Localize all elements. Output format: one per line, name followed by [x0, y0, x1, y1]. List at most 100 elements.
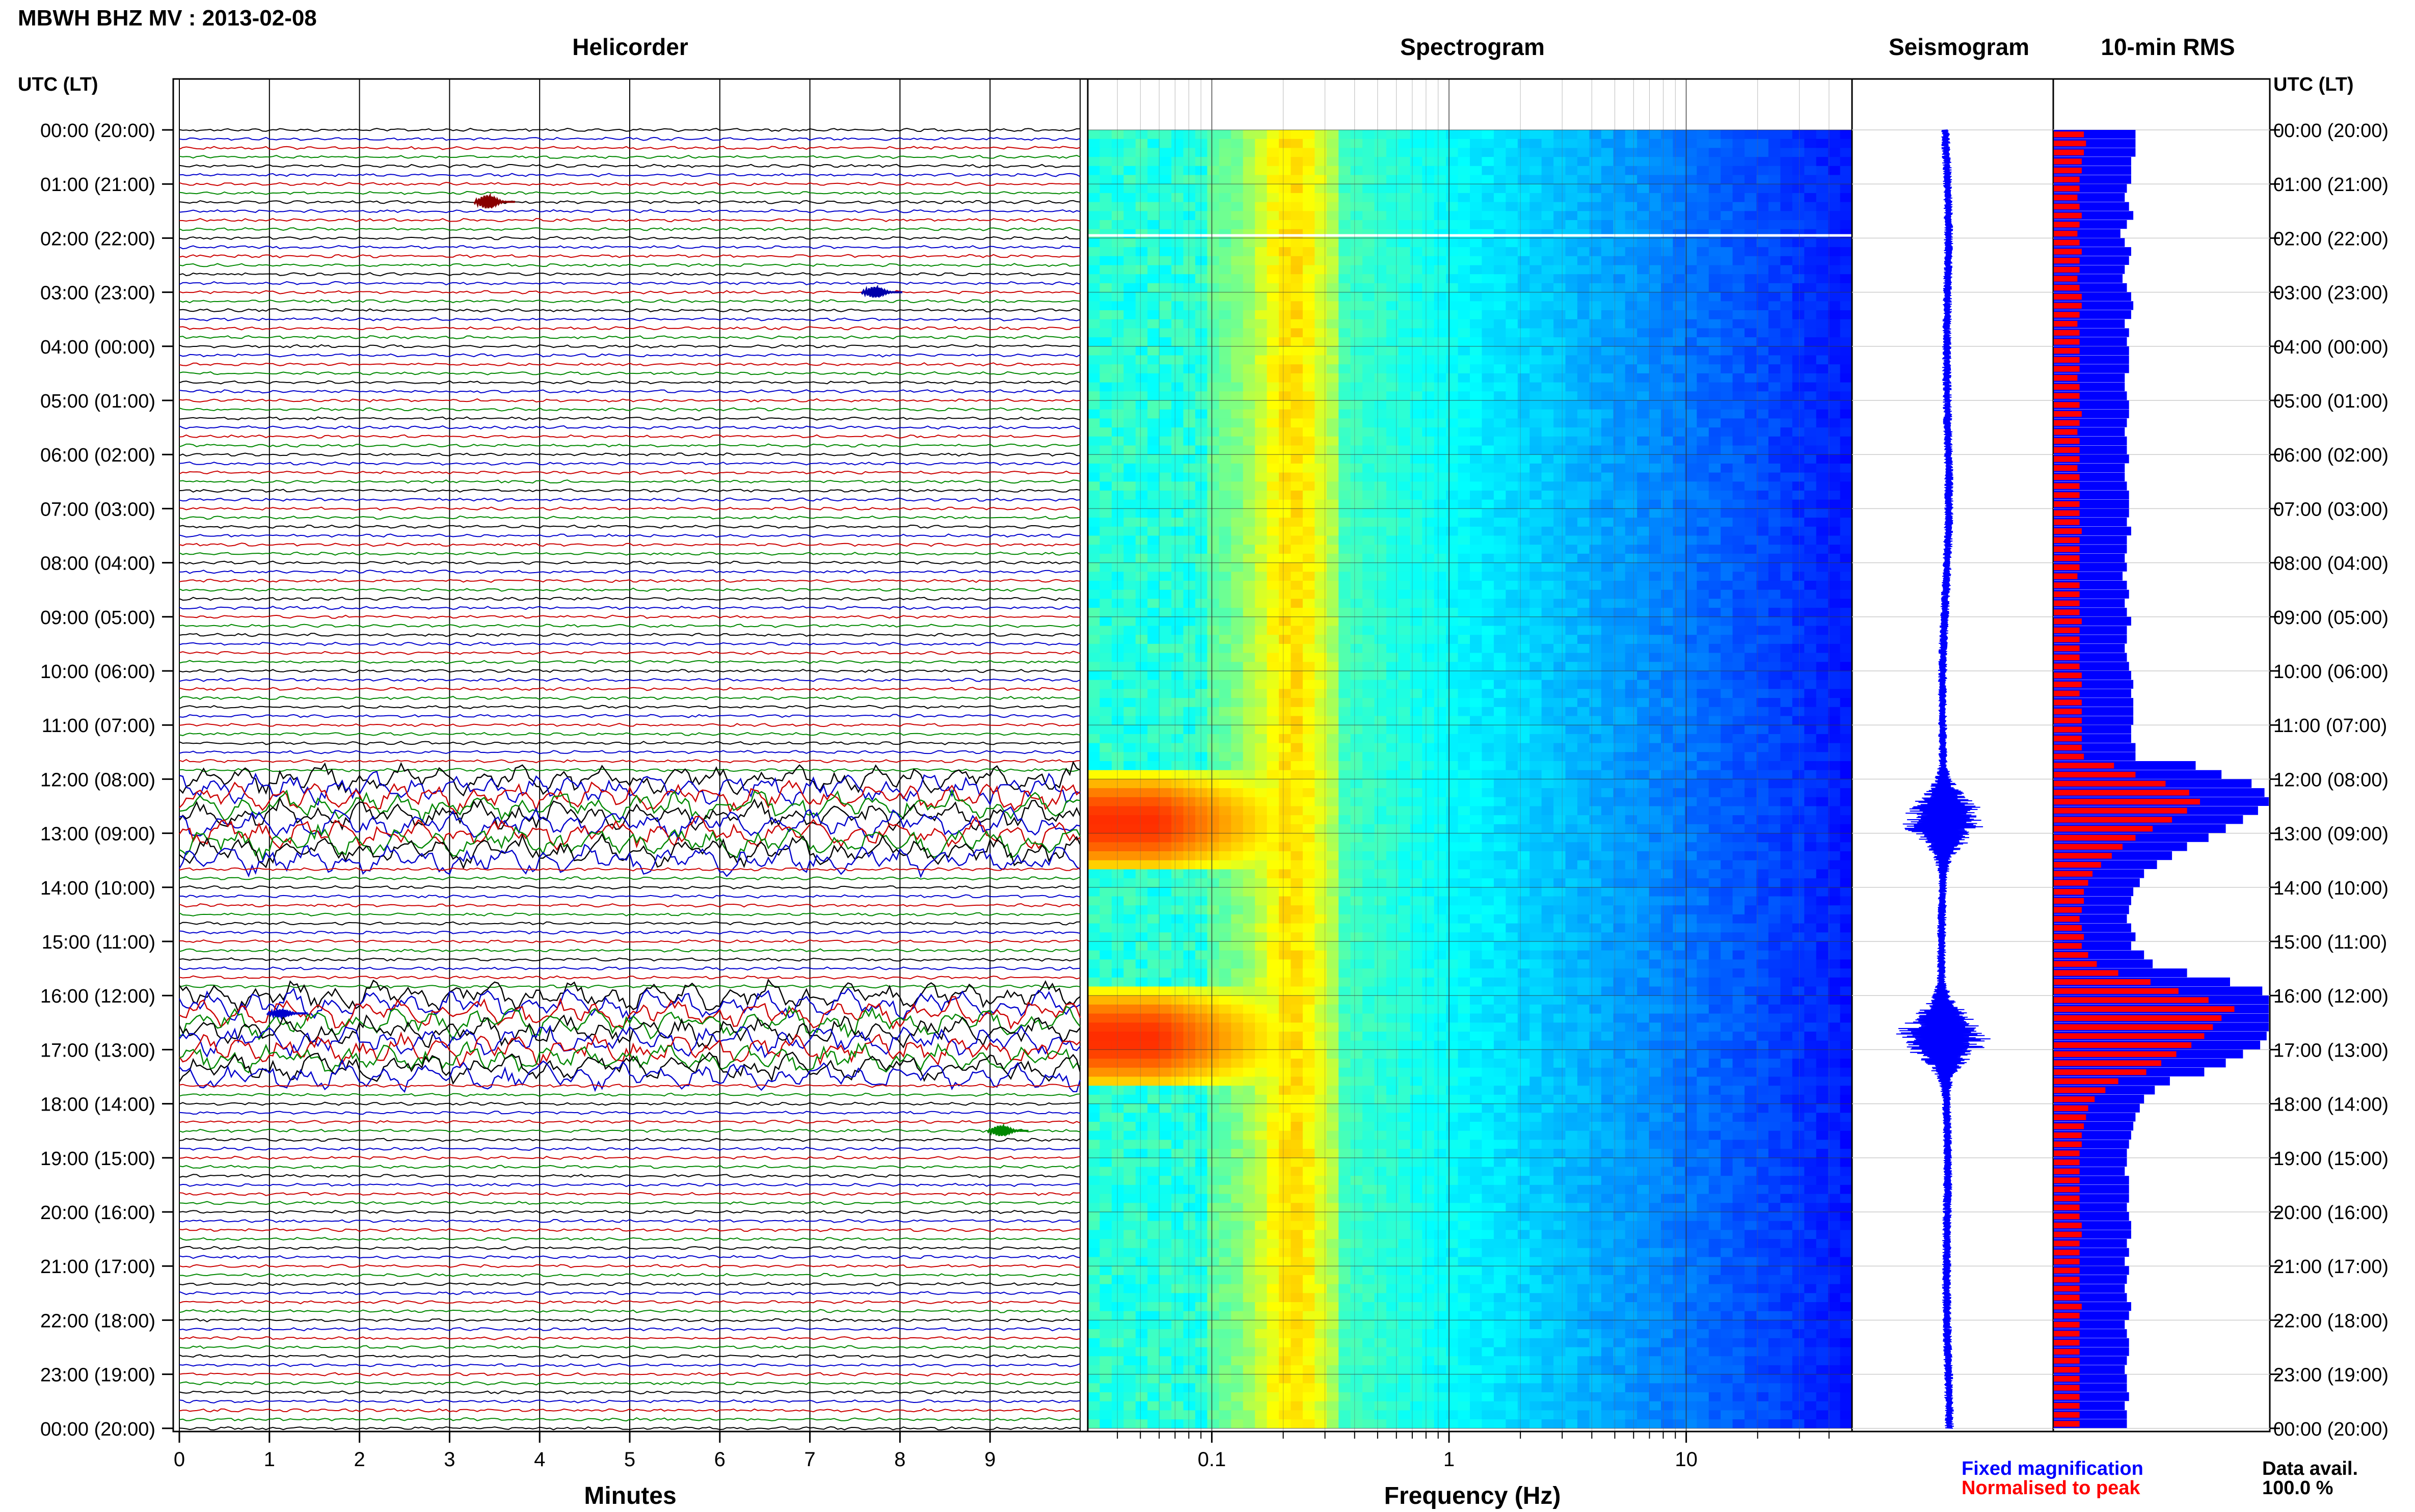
- spectrogram-cell: [1207, 319, 1219, 329]
- spectrogram-cell: [1362, 527, 1375, 536]
- spectrogram-cell: [1709, 653, 1721, 663]
- spectrogram-cell: [1207, 400, 1219, 410]
- spectrogram-cell: [1637, 653, 1649, 663]
- spectrogram-cell: [1816, 536, 1829, 546]
- spectrogram-cell: [1601, 130, 1614, 140]
- spectrogram-cell: [1625, 536, 1638, 546]
- spectrogram-cell: [1757, 454, 1769, 464]
- spectrogram-cell: [1398, 518, 1410, 527]
- spectrogram-cell: [1267, 364, 1279, 374]
- spectrogram-cell: [1637, 734, 1649, 744]
- spectrogram-cell: [1207, 617, 1219, 627]
- spectrogram-cell: [1840, 464, 1853, 473]
- spectrogram-cell: [1494, 527, 1506, 536]
- spectrogram-cell: [1338, 400, 1351, 410]
- spectrogram-cell: [1780, 427, 1792, 437]
- spectrogram-cell: [1637, 761, 1649, 771]
- spectrogram-cell: [1231, 356, 1243, 365]
- spectrogram-cell: [1637, 527, 1649, 536]
- spectrogram-cell: [1171, 599, 1184, 608]
- spectrogram-cell: [1613, 779, 1625, 789]
- spectrogram-cell: [1327, 563, 1339, 573]
- spectrogram-cell: [1255, 437, 1267, 446]
- spectrogram-cell: [1589, 274, 1601, 284]
- spectrogram-cell: [1530, 644, 1542, 654]
- spectrogram-cell: [1816, 572, 1829, 581]
- spectrogram-cell: [1792, 148, 1805, 157]
- spectrogram-cell: [1255, 175, 1267, 185]
- spectrogram-cell: [1088, 491, 1100, 500]
- spectrogram-cell: [1745, 256, 1757, 266]
- spectrogram-cell: [1351, 337, 1363, 347]
- spectrogram-cell: [1745, 418, 1757, 428]
- spectrogram-cell: [1780, 247, 1792, 257]
- spectrogram-cell: [1136, 734, 1148, 744]
- spectrogram-cell: [1303, 265, 1315, 275]
- spectrogram-cell: [1422, 175, 1434, 185]
- spectrogram-cell: [1745, 130, 1757, 140]
- spectrogram-cell: [1482, 157, 1494, 167]
- spectrogram-cell: [1243, 446, 1255, 455]
- spectrogram-cell: [1768, 292, 1781, 302]
- spectrogram-cell: [1351, 554, 1363, 563]
- spectrogram-cell: [1147, 761, 1160, 771]
- spectrogram-cell: [1745, 500, 1757, 509]
- spectrogram-cell: [1160, 337, 1172, 347]
- spectrogram-cell: [1721, 166, 1733, 176]
- spectrogram-cell: [1792, 518, 1805, 527]
- spectrogram-cell: [1171, 680, 1184, 690]
- spectrogram-cell: [1768, 752, 1781, 762]
- spectrogram-cell: [1768, 536, 1781, 546]
- spectrogram-cell: [1375, 508, 1387, 518]
- spectrogram-cell: [1792, 671, 1805, 681]
- spectrogram-cell: [1255, 454, 1267, 464]
- spectrogram-cell: [1625, 454, 1638, 464]
- spectrogram-cell: [1386, 671, 1399, 681]
- spectrogram-cell: [1589, 680, 1601, 690]
- spectrogram-cell: [1219, 427, 1231, 437]
- spectrogram-cell: [1362, 193, 1375, 203]
- spectrogram-cell: [1338, 590, 1351, 600]
- spectrogram-cell: [1184, 292, 1196, 302]
- spectrogram-cell: [1279, 356, 1291, 365]
- spectrogram-cell: [1768, 608, 1781, 617]
- spectrogram-cell: [1613, 157, 1625, 167]
- spectrogram-cell: [1243, 400, 1255, 410]
- spectrogram-cell: [1422, 283, 1434, 293]
- spectrogram-cell: [1195, 418, 1208, 428]
- spectrogram-cell: [1601, 346, 1614, 356]
- spectrogram-cell: [1566, 256, 1578, 266]
- spectrogram-cell: [1434, 536, 1446, 546]
- spectrogram-cell: [1745, 599, 1757, 608]
- spectrogram-cell: [1327, 356, 1339, 365]
- spectrogram-cell: [1219, 283, 1231, 293]
- spectrogram-cell: [1709, 725, 1721, 735]
- spectrogram-cell: [1709, 446, 1721, 455]
- spectrogram-cell: [1542, 319, 1554, 329]
- spectrogram-cell: [1721, 383, 1733, 392]
- spectrogram-cell: [1267, 590, 1279, 600]
- spectrogram-cell: [1780, 166, 1792, 176]
- spectrogram-cell: [1673, 536, 1685, 546]
- spectrogram-cell: [1661, 590, 1673, 600]
- spectrogram-cell: [1446, 238, 1458, 248]
- spectrogram-cell: [1470, 283, 1482, 293]
- spectrogram-cell: [1255, 211, 1267, 221]
- spectrogram-cell: [1542, 238, 1554, 248]
- spectrogram-cell: [1780, 608, 1792, 617]
- spectrogram-cell: [1649, 238, 1661, 248]
- spectrogram-cell: [1840, 671, 1853, 681]
- spectrogram-cell: [1589, 301, 1601, 311]
- spectrogram-cell: [1219, 202, 1231, 212]
- spectrogram-cell: [1792, 229, 1805, 239]
- spectrogram-cell: [1386, 481, 1399, 491]
- spectrogram-cell: [1804, 265, 1816, 275]
- spectrogram-cell: [1589, 508, 1601, 518]
- spectrogram-cell: [1828, 536, 1840, 546]
- spectrogram-cell: [1375, 229, 1387, 239]
- spectrogram-cell: [1327, 581, 1339, 590]
- spectrogram-cell: [1757, 283, 1769, 293]
- spectrogram-cell: [1255, 130, 1267, 140]
- spectrogram-cell: [1709, 473, 1721, 482]
- spectrogram-cell: [1398, 734, 1410, 744]
